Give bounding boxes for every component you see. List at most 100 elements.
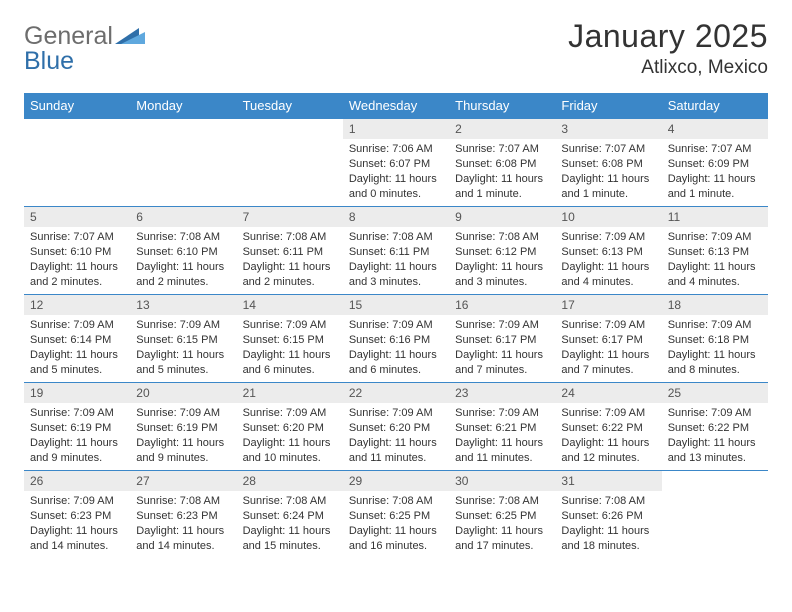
logo-text-blue: Blue	[24, 47, 74, 75]
calendar-cell: 25Sunrise: 7:09 AMSunset: 6:22 PMDayligh…	[662, 383, 768, 471]
calendar-cell: 20Sunrise: 7:09 AMSunset: 6:19 PMDayligh…	[130, 383, 236, 471]
location-label: Atlixco, Mexico	[568, 57, 768, 79]
weekday-header: Sunday	[24, 93, 130, 119]
calendar-cell: 24Sunrise: 7:09 AMSunset: 6:22 PMDayligh…	[555, 383, 661, 471]
day-number: 12	[24, 295, 130, 315]
calendar-cell: 9Sunrise: 7:08 AMSunset: 6:12 PMDaylight…	[449, 207, 555, 295]
day-number: 9	[449, 207, 555, 227]
day-details: Sunrise: 7:08 AMSunset: 6:10 PMDaylight:…	[130, 227, 236, 293]
logo-text: General Blue	[24, 24, 113, 74]
day-details: Sunrise: 7:08 AMSunset: 6:25 PMDaylight:…	[343, 491, 449, 557]
calendar-cell: 26Sunrise: 7:09 AMSunset: 6:23 PMDayligh…	[24, 471, 130, 559]
calendar-cell: 18Sunrise: 7:09 AMSunset: 6:18 PMDayligh…	[662, 295, 768, 383]
calendar-cell: 1Sunrise: 7:06 AMSunset: 6:07 PMDaylight…	[343, 119, 449, 207]
logo: General Blue	[24, 18, 145, 74]
day-number: 14	[237, 295, 343, 315]
weekday-header: Thursday	[449, 93, 555, 119]
calendar-cell	[237, 119, 343, 207]
day-details: Sunrise: 7:09 AMSunset: 6:21 PMDaylight:…	[449, 403, 555, 469]
day-details: Sunrise: 7:09 AMSunset: 6:22 PMDaylight:…	[662, 403, 768, 469]
calendar-cell: 13Sunrise: 7:09 AMSunset: 6:15 PMDayligh…	[130, 295, 236, 383]
day-number: 23	[449, 383, 555, 403]
day-details: Sunrise: 7:07 AMSunset: 6:08 PMDaylight:…	[449, 139, 555, 205]
day-number: 24	[555, 383, 661, 403]
day-number: 1	[343, 119, 449, 139]
calendar-cell: 4Sunrise: 7:07 AMSunset: 6:09 PMDaylight…	[662, 119, 768, 207]
day-details: Sunrise: 7:09 AMSunset: 6:15 PMDaylight:…	[237, 315, 343, 381]
calendar-cell: 22Sunrise: 7:09 AMSunset: 6:20 PMDayligh…	[343, 383, 449, 471]
calendar-week-row: 1Sunrise: 7:06 AMSunset: 6:07 PMDaylight…	[24, 119, 768, 207]
calendar-cell: 12Sunrise: 7:09 AMSunset: 6:14 PMDayligh…	[24, 295, 130, 383]
calendar-week-row: 19Sunrise: 7:09 AMSunset: 6:19 PMDayligh…	[24, 383, 768, 471]
day-number: 27	[130, 471, 236, 491]
day-number: 8	[343, 207, 449, 227]
day-details: Sunrise: 7:07 AMSunset: 6:10 PMDaylight:…	[24, 227, 130, 293]
day-number: 17	[555, 295, 661, 315]
calendar-body: 1Sunrise: 7:06 AMSunset: 6:07 PMDaylight…	[24, 119, 768, 559]
day-number: 16	[449, 295, 555, 315]
calendar-cell: 23Sunrise: 7:09 AMSunset: 6:21 PMDayligh…	[449, 383, 555, 471]
day-number: 15	[343, 295, 449, 315]
day-details: Sunrise: 7:08 AMSunset: 6:24 PMDaylight:…	[237, 491, 343, 557]
weekday-header: Tuesday	[237, 93, 343, 119]
day-number: 28	[237, 471, 343, 491]
day-number: 2	[449, 119, 555, 139]
calendar-cell: 16Sunrise: 7:09 AMSunset: 6:17 PMDayligh…	[449, 295, 555, 383]
weekday-header: Monday	[130, 93, 236, 119]
day-number: 13	[130, 295, 236, 315]
day-number: 5	[24, 207, 130, 227]
calendar-table: SundayMondayTuesdayWednesdayThursdayFrid…	[24, 93, 768, 559]
day-number: 31	[555, 471, 661, 491]
weekday-header: Friday	[555, 93, 661, 119]
calendar-cell: 11Sunrise: 7:09 AMSunset: 6:13 PMDayligh…	[662, 207, 768, 295]
page-header: General Blue January 2025 Atlixco, Mexic…	[24, 18, 768, 79]
day-details: Sunrise: 7:09 AMSunset: 6:20 PMDaylight:…	[343, 403, 449, 469]
day-details: Sunrise: 7:07 AMSunset: 6:08 PMDaylight:…	[555, 139, 661, 205]
day-details: Sunrise: 7:09 AMSunset: 6:22 PMDaylight:…	[555, 403, 661, 469]
day-number: 7	[237, 207, 343, 227]
calendar-cell: 31Sunrise: 7:08 AMSunset: 6:26 PMDayligh…	[555, 471, 661, 559]
day-number: 10	[555, 207, 661, 227]
day-number: 20	[130, 383, 236, 403]
calendar-cell: 2Sunrise: 7:07 AMSunset: 6:08 PMDaylight…	[449, 119, 555, 207]
day-number: 6	[130, 207, 236, 227]
day-number: 19	[24, 383, 130, 403]
month-title: January 2025	[568, 18, 768, 55]
title-block: January 2025 Atlixco, Mexico	[568, 18, 768, 79]
calendar-cell: 5Sunrise: 7:07 AMSunset: 6:10 PMDaylight…	[24, 207, 130, 295]
weekday-header: Wednesday	[343, 93, 449, 119]
triangle-icon	[115, 26, 145, 53]
day-number: 22	[343, 383, 449, 403]
calendar-cell: 7Sunrise: 7:08 AMSunset: 6:11 PMDaylight…	[237, 207, 343, 295]
day-number: 29	[343, 471, 449, 491]
calendar-cell: 30Sunrise: 7:08 AMSunset: 6:25 PMDayligh…	[449, 471, 555, 559]
calendar-week-row: 12Sunrise: 7:09 AMSunset: 6:14 PMDayligh…	[24, 295, 768, 383]
calendar-cell: 19Sunrise: 7:09 AMSunset: 6:19 PMDayligh…	[24, 383, 130, 471]
day-details: Sunrise: 7:08 AMSunset: 6:12 PMDaylight:…	[449, 227, 555, 293]
day-details: Sunrise: 7:08 AMSunset: 6:11 PMDaylight:…	[343, 227, 449, 293]
day-details: Sunrise: 7:08 AMSunset: 6:23 PMDaylight:…	[130, 491, 236, 557]
calendar-cell: 8Sunrise: 7:08 AMSunset: 6:11 PMDaylight…	[343, 207, 449, 295]
calendar-cell: 21Sunrise: 7:09 AMSunset: 6:20 PMDayligh…	[237, 383, 343, 471]
day-details: Sunrise: 7:09 AMSunset: 6:20 PMDaylight:…	[237, 403, 343, 469]
calendar-cell: 28Sunrise: 7:08 AMSunset: 6:24 PMDayligh…	[237, 471, 343, 559]
day-number: 21	[237, 383, 343, 403]
day-details: Sunrise: 7:09 AMSunset: 6:19 PMDaylight:…	[130, 403, 236, 469]
calendar-header-row: SundayMondayTuesdayWednesdayThursdayFrid…	[24, 93, 768, 119]
calendar-cell: 10Sunrise: 7:09 AMSunset: 6:13 PMDayligh…	[555, 207, 661, 295]
day-details: Sunrise: 7:08 AMSunset: 6:25 PMDaylight:…	[449, 491, 555, 557]
day-number: 18	[662, 295, 768, 315]
weekday-header: Saturday	[662, 93, 768, 119]
calendar-cell	[24, 119, 130, 207]
day-details: Sunrise: 7:09 AMSunset: 6:15 PMDaylight:…	[130, 315, 236, 381]
day-details: Sunrise: 7:09 AMSunset: 6:14 PMDaylight:…	[24, 315, 130, 381]
day-number: 4	[662, 119, 768, 139]
day-details: Sunrise: 7:07 AMSunset: 6:09 PMDaylight:…	[662, 139, 768, 205]
day-details: Sunrise: 7:09 AMSunset: 6:23 PMDaylight:…	[24, 491, 130, 557]
day-number: 26	[24, 471, 130, 491]
day-number: 11	[662, 207, 768, 227]
day-details: Sunrise: 7:09 AMSunset: 6:19 PMDaylight:…	[24, 403, 130, 469]
day-details: Sunrise: 7:08 AMSunset: 6:26 PMDaylight:…	[555, 491, 661, 557]
day-details: Sunrise: 7:09 AMSunset: 6:16 PMDaylight:…	[343, 315, 449, 381]
calendar-cell	[130, 119, 236, 207]
